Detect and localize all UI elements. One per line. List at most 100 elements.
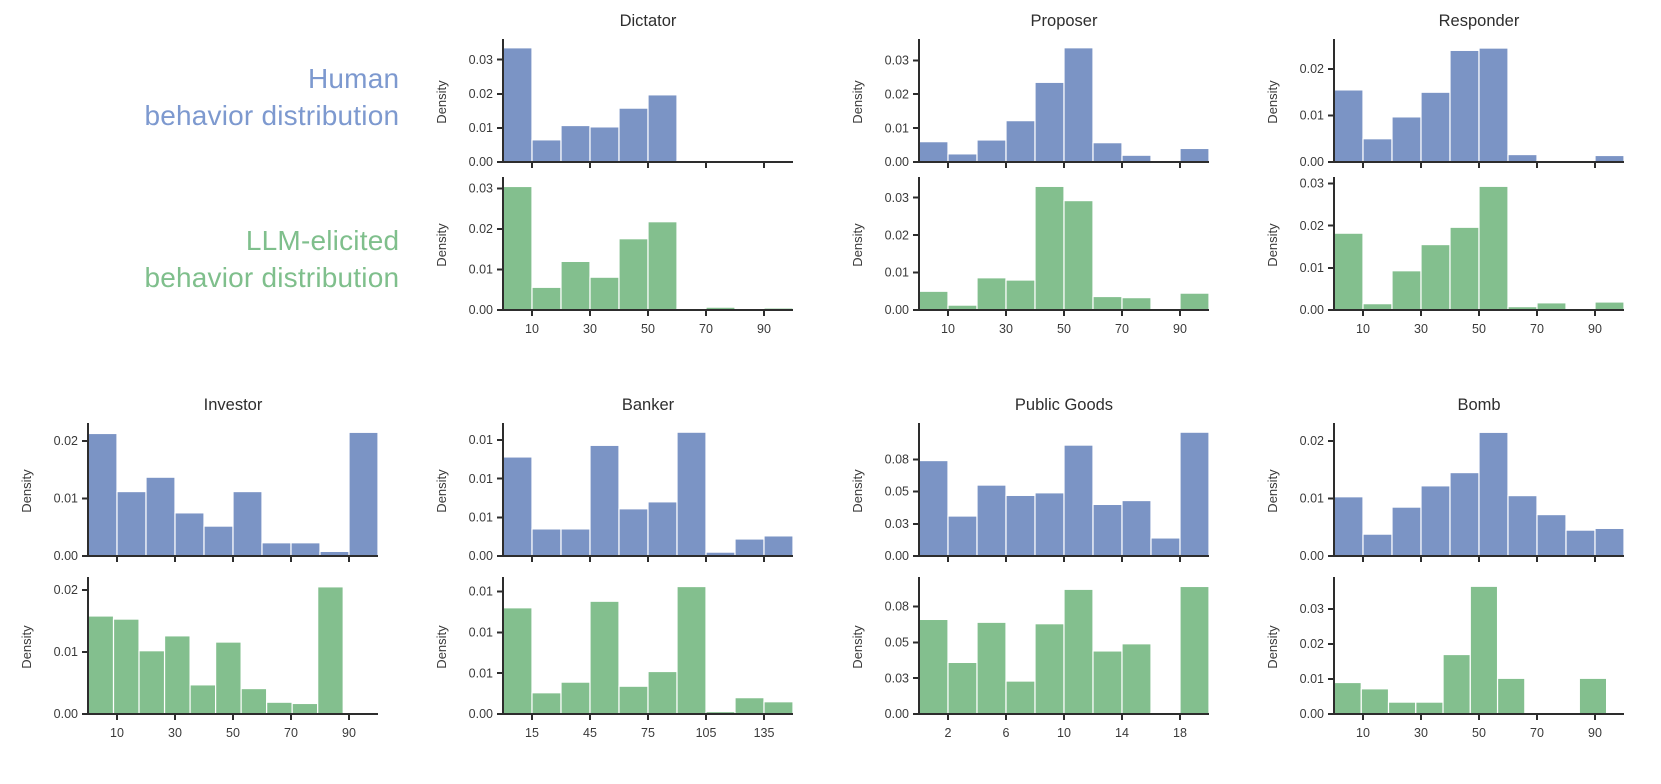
bomb-llm-plot: 0.00 0.01 0.02 0.03 10 30 50 70 90 Density — [1265, 577, 1624, 740]
svg-text:0.03: 0.03 — [1299, 602, 1323, 616]
svg-text:30: 30 — [1414, 726, 1428, 740]
svg-text:0.01: 0.01 — [469, 472, 493, 486]
svg-text:0.05: 0.05 — [884, 636, 908, 650]
svg-text:6: 6 — [1002, 726, 1009, 740]
svg-text:0.00: 0.00 — [884, 303, 908, 317]
svg-text:30: 30 — [583, 322, 597, 336]
svg-text:45: 45 — [583, 726, 597, 740]
svg-text:0.03: 0.03 — [884, 671, 908, 685]
svg-text:50: 50 — [1472, 726, 1486, 740]
svg-text:30: 30 — [168, 726, 182, 740]
svg-text:0.00: 0.00 — [54, 707, 78, 721]
bottom-section: 0.00 0.01 0.02 Density Investor 0.00 0.01 0.01… — [0, 380, 1661, 774]
svg-text:0.05: 0.05 — [884, 485, 908, 499]
svg-text:0.03: 0.03 — [884, 54, 908, 68]
svg-text:0.01: 0.01 — [54, 645, 78, 659]
svg-text:Banker: Banker — [622, 396, 675, 414]
svg-text:90: 90 — [1588, 322, 1602, 336]
svg-text:30: 30 — [999, 322, 1013, 336]
svg-text:Density: Density — [19, 469, 34, 513]
svg-text:0.03: 0.03 — [884, 191, 908, 205]
svg-text:2: 2 — [944, 726, 951, 740]
svg-text:50: 50 — [641, 322, 655, 336]
svg-text:Investor: Investor — [204, 396, 263, 414]
svg-text:50: 50 — [1057, 322, 1071, 336]
svg-text:0.01: 0.01 — [469, 121, 493, 135]
svg-text:0.01: 0.01 — [1299, 492, 1323, 506]
human-row-label: Human behavior distribution — [0, 6, 415, 168]
svg-text:Density: Density — [850, 80, 865, 124]
svg-text:0.01: 0.01 — [469, 263, 493, 277]
investor-llm-plot: 0.00 0.01 0.02 10 30 50 70 90 Density — [19, 577, 378, 740]
chart-publicgoods-human: 0.00 0.03 0.05 0.08 Density Public Goods — [831, 390, 1246, 568]
svg-text:10: 10 — [941, 322, 955, 336]
svg-text:75: 75 — [641, 726, 655, 740]
svg-text:70: 70 — [699, 322, 713, 336]
svg-text:Density: Density — [434, 80, 449, 124]
svg-text:0.01: 0.01 — [884, 121, 908, 135]
svg-text:Density: Density — [1265, 469, 1280, 513]
svg-text:90: 90 — [757, 322, 771, 336]
svg-text:Density: Density — [850, 223, 865, 267]
svg-text:0.01: 0.01 — [54, 492, 78, 506]
svg-text:0.03: 0.03 — [1299, 177, 1323, 191]
svg-text:90: 90 — [1588, 726, 1602, 740]
svg-text:0.02: 0.02 — [1299, 637, 1323, 651]
banker-human-plot: 0.00 0.01 0.01 0.01 Density Banker — [434, 396, 794, 563]
svg-text:Density: Density — [434, 223, 449, 267]
svg-text:0.00: 0.00 — [1299, 549, 1323, 563]
chart-bomb-llm: 0.00 0.01 0.02 0.03 10 30 50 70 90 Density — [1246, 568, 1661, 774]
svg-text:0.03: 0.03 — [469, 53, 493, 67]
svg-text:Density: Density — [19, 625, 34, 669]
svg-text:0.00: 0.00 — [469, 549, 493, 563]
svg-text:10: 10 — [110, 726, 124, 740]
svg-text:14: 14 — [1115, 726, 1129, 740]
svg-text:0.00: 0.00 — [884, 549, 908, 563]
svg-text:70: 70 — [1530, 726, 1544, 740]
llm-row-label-line2: behavior distribution — [144, 262, 400, 293]
svg-text:Density: Density — [850, 625, 865, 669]
svg-text:0.00: 0.00 — [884, 155, 908, 168]
responder-llm-plot: 0.00 0.01 0.02 0.03 10 30 50 70 90 Density — [1265, 177, 1625, 336]
svg-text:0.00: 0.00 — [1299, 707, 1323, 721]
human-row-label-line1: Human — [307, 63, 400, 95]
svg-text:0.00: 0.00 — [884, 707, 908, 721]
svg-text:0.01: 0.01 — [469, 666, 493, 680]
svg-text:0.01: 0.01 — [469, 433, 493, 447]
svg-text:Density: Density — [434, 469, 449, 513]
svg-text:0.02: 0.02 — [469, 87, 493, 101]
svg-text:Public Goods: Public Goods — [1014, 396, 1112, 414]
chart-proposer-llm: 0.00 0.01 0.02 0.03 10 30 50 70 90 Density — [831, 168, 1246, 352]
investor-human-plot: 0.00 0.01 0.02 Density Investor — [19, 396, 379, 563]
svg-text:0.02: 0.02 — [469, 222, 493, 236]
svg-text:90: 90 — [342, 726, 356, 740]
svg-text:0.02: 0.02 — [54, 434, 78, 448]
svg-text:Density: Density — [1265, 625, 1280, 669]
chart-responder-llm: 0.00 0.01 0.02 0.03 10 30 50 70 90 Density — [1246, 168, 1661, 352]
svg-text:0.01: 0.01 — [1299, 672, 1323, 686]
svg-text:15: 15 — [525, 726, 539, 740]
svg-text:0.02: 0.02 — [1299, 219, 1323, 233]
llm-row-label-line1: LLM-elicited — [245, 225, 400, 257]
svg-text:Responder: Responder — [1438, 12, 1519, 30]
svg-text:50: 50 — [226, 726, 240, 740]
publicgoods-human-plot: 0.00 0.03 0.05 0.08 Density Public Goods — [850, 396, 1210, 563]
svg-text:0.00: 0.00 — [1299, 155, 1323, 168]
svg-text:10: 10 — [525, 322, 539, 336]
svg-text:0.02: 0.02 — [1299, 434, 1323, 448]
dictator-human-plot: 0.00 0.01 0.02 0.03 Density Dictator — [434, 12, 794, 168]
chart-bomb-human: 0.00 0.01 0.02 Density Bomb — [1246, 390, 1661, 568]
svg-text:0.01: 0.01 — [469, 585, 493, 599]
chart-proposer-human: 0.00 0.01 0.02 0.03 Density Proposer — [831, 6, 1246, 168]
svg-text:0.08: 0.08 — [884, 452, 908, 466]
responder-human-plot: 0.00 0.01 0.02 Density Responder — [1265, 12, 1625, 168]
chart-investor-llm: 0.00 0.01 0.02 10 30 50 70 90 Density — [0, 568, 415, 774]
chart-publicgoods-llm: 0.00 0.03 0.05 0.08 2 6 10 14 18 Density — [831, 568, 1246, 774]
svg-text:10: 10 — [1356, 322, 1370, 336]
svg-text:0.02: 0.02 — [884, 228, 908, 242]
proposer-llm-plot: 0.00 0.01 0.02 0.03 10 30 50 70 90 Density — [850, 177, 1210, 336]
chart-banker-llm: 0.00 0.01 0.01 0.01 15 45 75 105 135 Density — [415, 568, 830, 774]
svg-text:10: 10 — [1057, 726, 1071, 740]
svg-text:0.01: 0.01 — [469, 625, 493, 639]
